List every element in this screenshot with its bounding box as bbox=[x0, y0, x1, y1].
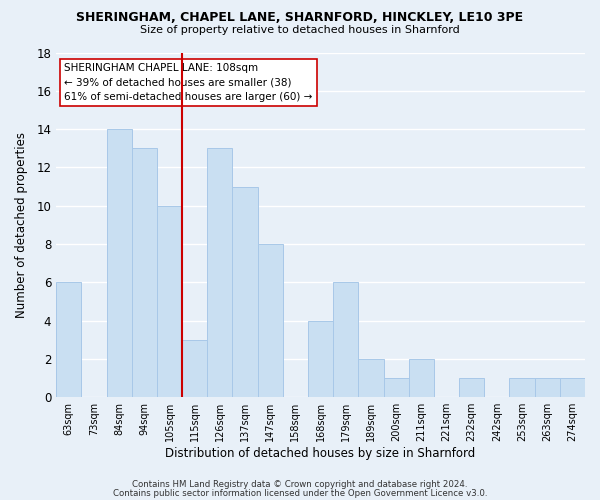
Bar bbox=[107, 129, 132, 397]
Bar bbox=[333, 282, 358, 397]
Bar bbox=[56, 282, 82, 397]
Bar bbox=[257, 244, 283, 397]
Bar bbox=[207, 148, 232, 397]
Bar bbox=[409, 359, 434, 397]
Text: SHERINGHAM, CHAPEL LANE, SHARNFORD, HINCKLEY, LE10 3PE: SHERINGHAM, CHAPEL LANE, SHARNFORD, HINC… bbox=[76, 11, 524, 24]
Bar bbox=[182, 340, 207, 397]
Bar bbox=[132, 148, 157, 397]
Bar bbox=[560, 378, 585, 397]
Y-axis label: Number of detached properties: Number of detached properties bbox=[15, 132, 28, 318]
Bar bbox=[232, 186, 257, 397]
Bar bbox=[157, 206, 182, 397]
Text: SHERINGHAM CHAPEL LANE: 108sqm
← 39% of detached houses are smaller (38)
61% of : SHERINGHAM CHAPEL LANE: 108sqm ← 39% of … bbox=[64, 63, 313, 102]
Bar bbox=[535, 378, 560, 397]
Text: Contains HM Land Registry data © Crown copyright and database right 2024.: Contains HM Land Registry data © Crown c… bbox=[132, 480, 468, 489]
Bar bbox=[459, 378, 484, 397]
X-axis label: Distribution of detached houses by size in Sharnford: Distribution of detached houses by size … bbox=[166, 447, 476, 460]
Bar bbox=[358, 359, 383, 397]
Bar bbox=[509, 378, 535, 397]
Bar bbox=[383, 378, 409, 397]
Bar bbox=[308, 320, 333, 397]
Text: Contains public sector information licensed under the Open Government Licence v3: Contains public sector information licen… bbox=[113, 488, 487, 498]
Text: Size of property relative to detached houses in Sharnford: Size of property relative to detached ho… bbox=[140, 25, 460, 35]
